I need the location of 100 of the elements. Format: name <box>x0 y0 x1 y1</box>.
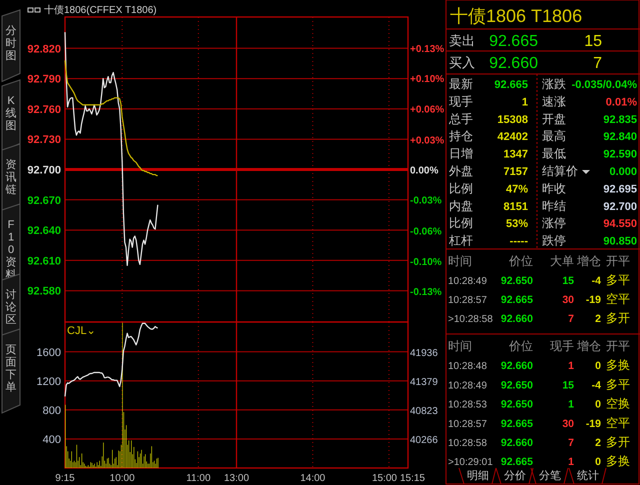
text: 47% <box>506 183 528 196</box>
text: 卖出 <box>449 33 475 48</box>
text: 92.650 <box>500 379 534 392</box>
text: 日增 <box>449 146 473 161</box>
text: 1 <box>522 96 528 108</box>
y2-tick-label: +0.13% <box>410 44 444 56</box>
text: -0.035/0.04% <box>572 79 638 91</box>
text: 讨论区 <box>6 288 16 326</box>
text: 最高 <box>542 129 566 144</box>
text: K线图 <box>6 95 16 132</box>
text: 0 <box>595 398 602 411</box>
y2-tick-label: +0.06% <box>410 104 444 116</box>
y2-tick-label: 0.00% <box>410 166 438 176</box>
text: ----- <box>510 236 528 248</box>
text: 时间 <box>448 339 472 353</box>
text: -19 <box>586 294 602 306</box>
x-tick-label: 13:00 <box>224 473 250 484</box>
x-tick-label: 9:15 <box>55 473 76 484</box>
text: 总手 <box>448 112 473 126</box>
text: 92.695 <box>603 183 637 196</box>
text: 1347 <box>504 148 528 161</box>
text: 90.850 <box>603 236 637 248</box>
text: 增仓 <box>576 339 601 353</box>
y-tick-label: 92.580 <box>27 286 61 298</box>
text: 15 <box>584 33 602 50</box>
text: 42402 <box>497 131 528 144</box>
text: 资讯链 <box>4 159 16 196</box>
text: 速涨 <box>542 94 566 108</box>
text: 30 <box>562 294 574 306</box>
text: 30 <box>562 418 574 430</box>
text: 分笔 <box>539 470 561 482</box>
text: 现手 <box>550 339 574 353</box>
y2-tick-label: +0.03% <box>410 135 444 146</box>
text: 空平 <box>606 416 630 430</box>
text: 结算价 <box>542 164 578 178</box>
text: >10:29:01 <box>448 457 494 468</box>
x-tick-label: 10:00 <box>110 473 136 484</box>
text: 10:28:48 <box>448 361 488 372</box>
text: 外盘 <box>449 164 473 178</box>
text: 0 <box>595 456 602 468</box>
x-tick-label: 15:15 <box>400 473 426 484</box>
text: 53% <box>506 218 528 230</box>
y2-tick-label: -0.03% <box>410 196 442 207</box>
text: 2 <box>595 313 602 325</box>
text: 92.660 <box>489 55 538 72</box>
text: 价位 <box>508 339 533 353</box>
text: 92.660 <box>500 437 534 449</box>
text: 多换 <box>606 454 630 468</box>
text: 92.650 <box>500 275 534 287</box>
y2-tick-label: 41379 <box>410 376 438 388</box>
text: 比例 <box>449 181 473 196</box>
annotation: CJL⌄ <box>67 325 96 337</box>
text: 大单 <box>550 254 574 268</box>
text: 多换 <box>606 358 630 372</box>
text: 92.835 <box>603 114 637 126</box>
text: 买入 <box>449 55 475 70</box>
text: 比例 <box>449 216 473 230</box>
text: 92.590 <box>603 148 637 161</box>
text: 7157 <box>504 166 528 178</box>
text: 0 <box>595 360 602 372</box>
text: 10:28:57 <box>448 295 488 306</box>
y2-tick-label: 41936 <box>410 348 438 359</box>
y2-tick-label: 40266 <box>410 434 438 446</box>
text: 涨跌 <box>542 77 566 91</box>
text: 分时图 <box>6 25 16 62</box>
chart-title: 十债1806(CFFEX T1806) <box>44 4 157 16</box>
text: 92.665 <box>494 79 528 91</box>
text: 价位 <box>508 254 533 268</box>
text: 92.665 <box>500 294 534 306</box>
x-tick-label: 11:00 <box>186 473 211 484</box>
text: 十债1806 T1806 <box>450 6 582 26</box>
text: 增仓 <box>576 254 601 268</box>
text: 2 <box>595 437 602 449</box>
text: 内盘 <box>449 198 473 213</box>
text: 8151 <box>504 200 528 213</box>
text: 7 <box>568 313 574 325</box>
text: 开平 <box>606 254 630 268</box>
y-tick-label: 92.790 <box>27 74 61 86</box>
text: 杠杆 <box>448 234 473 248</box>
text: 涨停 <box>542 216 566 230</box>
text: 1 <box>568 456 574 468</box>
text: 持仓 <box>449 129 473 144</box>
text: 最新 <box>449 77 473 91</box>
text: 10:28:49 <box>448 276 488 287</box>
y-tick-label: 1200 <box>36 376 61 388</box>
text: 多平 <box>606 273 630 287</box>
text: -4 <box>592 379 602 392</box>
text: 0.01% <box>606 96 638 108</box>
y-tick-label: 92.640 <box>27 225 61 238</box>
y2-tick-label: -0.10% <box>410 256 442 268</box>
text: 昨结 <box>542 198 566 213</box>
y-tick-label: 92.670 <box>27 194 61 207</box>
x-tick-label: 14:00 <box>300 473 326 484</box>
text: 15308 <box>497 114 528 126</box>
text: 7 <box>593 55 602 72</box>
text: 10:28:53 <box>448 400 488 411</box>
text: 15 <box>562 379 574 392</box>
text: 最低 <box>542 146 566 161</box>
text: 时间 <box>448 254 472 268</box>
text: 0.000 <box>609 166 637 178</box>
